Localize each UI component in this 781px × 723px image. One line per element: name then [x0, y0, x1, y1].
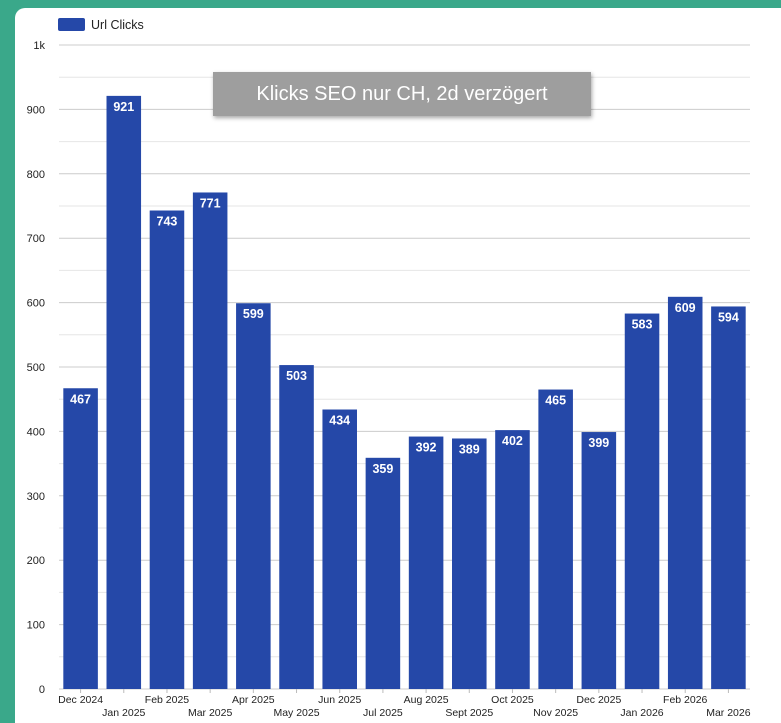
bar[interactable]	[63, 388, 98, 689]
bar[interactable]	[365, 457, 401, 689]
bar[interactable]	[581, 432, 617, 689]
legend-label: Url Clicks	[91, 18, 144, 32]
x-tick-label: Jun 2025	[318, 694, 361, 706]
data-label: 609	[675, 301, 696, 315]
legend[interactable]: Url Clicks	[58, 18, 144, 32]
data-label: 743	[157, 215, 178, 229]
x-tick-label: Nov 2025	[533, 707, 578, 719]
y-axis: 0 100 200 300 400 500 600 700 800 900 1k	[27, 40, 46, 696]
y-tick-label: 1k	[33, 40, 45, 52]
data-label: 594	[718, 310, 739, 324]
data-label: 359	[372, 462, 393, 476]
x-tick-label: Dec 2025	[576, 694, 621, 706]
bar[interactable]	[711, 306, 746, 689]
data-label: 921	[113, 100, 134, 114]
chart-title: Klicks SEO nur CH, 2d verzögert	[213, 72, 591, 116]
data-label: 467	[70, 392, 91, 406]
data-label: 599	[243, 307, 264, 321]
x-tick-label: Jan 2026	[620, 707, 663, 719]
x-tick-label: Sept 2025	[445, 707, 493, 719]
x-tick-label: Aug 2025	[404, 694, 449, 706]
legend-swatch	[58, 18, 85, 31]
bar[interactable]	[408, 436, 444, 689]
data-label: 389	[459, 442, 480, 456]
bar[interactable]	[538, 389, 573, 689]
x-tick-label: Jan 2025	[102, 707, 145, 719]
y-tick-label: 100	[27, 620, 45, 632]
x-tick-label: Dec 2024	[58, 694, 103, 706]
bar[interactable]	[192, 192, 228, 689]
y-tick-label: 400	[27, 426, 45, 438]
y-tick-label: 600	[27, 298, 45, 310]
y-tick-label: 800	[27, 169, 45, 181]
data-label: 771	[200, 196, 221, 210]
bar[interactable]	[452, 438, 487, 689]
bar[interactable]	[279, 365, 314, 689]
x-tick-label: Feb 2025	[145, 694, 190, 706]
y-tick-label: 500	[27, 362, 45, 374]
x-tick-label: Apr 2025	[232, 694, 275, 706]
data-label: 465	[545, 394, 566, 408]
y-tick-label: 900	[27, 104, 45, 116]
bar[interactable]	[236, 303, 271, 689]
y-tick-label: 0	[39, 684, 45, 696]
bar[interactable]	[149, 210, 185, 689]
bars: 467 921 743 771 599 503 434 359 392 389 402 465 399 5…	[63, 95, 746, 690]
data-label: 583	[632, 318, 653, 332]
x-tick-label: Mar 2026	[706, 707, 751, 719]
bar[interactable]	[495, 430, 530, 689]
y-tick-label: 200	[27, 555, 45, 567]
bar[interactable]	[667, 296, 703, 689]
chart-card: Url Clicks 0 100 200 300 400 500 600 700 800 900 1…	[15, 8, 781, 723]
x-tick-label: Oct 2025	[491, 694, 534, 706]
bar[interactable]	[106, 95, 142, 690]
data-label: 392	[416, 441, 437, 455]
x-tick-label: Feb 2026	[663, 694, 708, 706]
data-label: 402	[502, 434, 523, 448]
y-tick-label: 700	[27, 233, 45, 245]
data-label: 399	[588, 436, 609, 450]
y-tick-label: 300	[27, 491, 45, 503]
data-label: 503	[286, 369, 307, 383]
x-tick-label: May 2025	[273, 707, 319, 719]
data-label: 434	[329, 414, 350, 428]
bar[interactable]	[322, 409, 357, 689]
bar[interactable]	[624, 313, 660, 689]
x-tick-label: Mar 2025	[188, 707, 233, 719]
x-tick-label: Jul 2025	[363, 707, 403, 719]
